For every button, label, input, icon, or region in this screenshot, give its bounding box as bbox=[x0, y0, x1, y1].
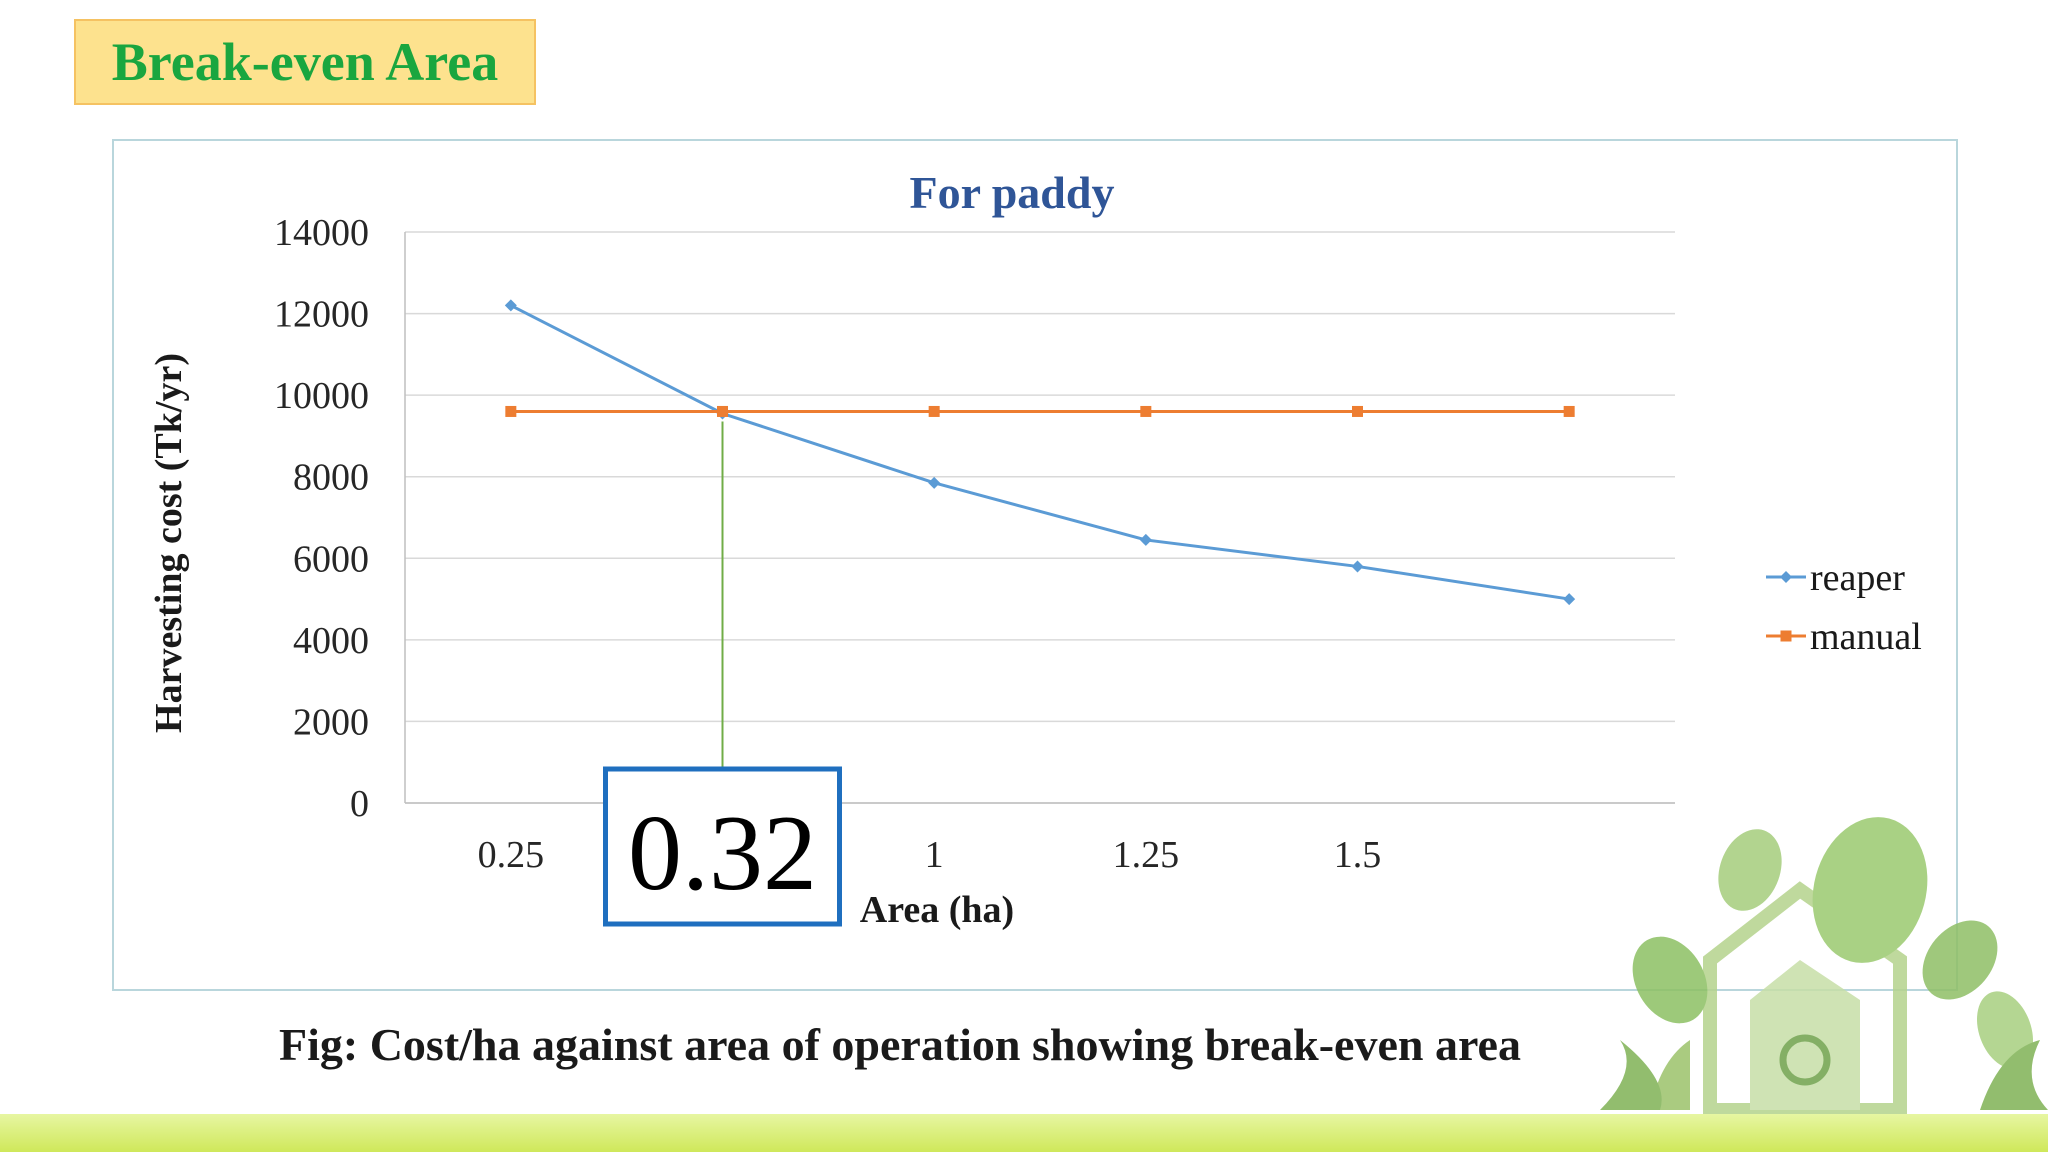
y-tick-label: 8000 bbox=[293, 457, 369, 499]
data-point-reaper bbox=[1351, 560, 1364, 573]
data-point-manual bbox=[505, 405, 517, 417]
x-tick-label: 1 bbox=[925, 834, 944, 876]
x-tick-label: 1.5 bbox=[1334, 834, 1382, 876]
chart-title: For paddy bbox=[910, 167, 1115, 218]
slide-title-box: Break-even Area bbox=[74, 19, 536, 105]
y-tick-label: 2000 bbox=[293, 701, 369, 743]
y-tick-labels: 0 2000 4000 6000 8000 10000 12000 14000 bbox=[274, 212, 369, 825]
x-axis-label: Area (ha) bbox=[860, 889, 1014, 931]
legend-label-manual: manual bbox=[1810, 616, 1922, 658]
break-even-box bbox=[603, 766, 842, 927]
data-point-reaper bbox=[504, 299, 517, 312]
y-tick-label: 10000 bbox=[274, 375, 369, 417]
x-tick-label: 0.25 bbox=[478, 834, 545, 876]
legend: reaper manual bbox=[1766, 557, 1922, 658]
data-point-reaper bbox=[1139, 533, 1152, 546]
data-point-manual bbox=[928, 405, 940, 417]
y-tick-label: 14000 bbox=[274, 212, 369, 254]
data-point-reaper bbox=[928, 476, 941, 489]
ground-bar bbox=[0, 1114, 2048, 1152]
x-tick-label: 1.25 bbox=[1113, 834, 1180, 876]
data-point-manual bbox=[717, 405, 728, 417]
figure-caption: Fig: Cost/ha against area of operation s… bbox=[279, 1019, 1521, 1070]
break-even-value: 0.32 bbox=[628, 794, 817, 913]
data-point-manual bbox=[1140, 405, 1152, 417]
data-point-reaper bbox=[1563, 593, 1576, 606]
y-tick-label: 4000 bbox=[293, 620, 369, 662]
y-tick-label: 0 bbox=[350, 783, 369, 825]
gridlines bbox=[405, 231, 1675, 804]
series-layer bbox=[504, 299, 1576, 606]
legend-label-reaper: reaper bbox=[1810, 557, 1905, 599]
legend-marker bbox=[1780, 571, 1792, 583]
eco-house-leaves-icon bbox=[1600, 817, 2048, 1114]
y-tick-label: 12000 bbox=[274, 294, 369, 336]
data-point-manual bbox=[1563, 405, 1575, 417]
break-even-annotation: 0.32 bbox=[603, 421, 842, 927]
legend-marker bbox=[1780, 630, 1792, 642]
axes bbox=[404, 232, 1675, 804]
y-tick-label: 6000 bbox=[293, 538, 369, 580]
series-line-reaper bbox=[510, 304, 1570, 601]
data-point-manual bbox=[1352, 405, 1363, 417]
y-axis-label: Harvesting cost (Tk/yr) bbox=[148, 353, 190, 733]
slide-title: Break-even Area bbox=[111, 32, 499, 92]
